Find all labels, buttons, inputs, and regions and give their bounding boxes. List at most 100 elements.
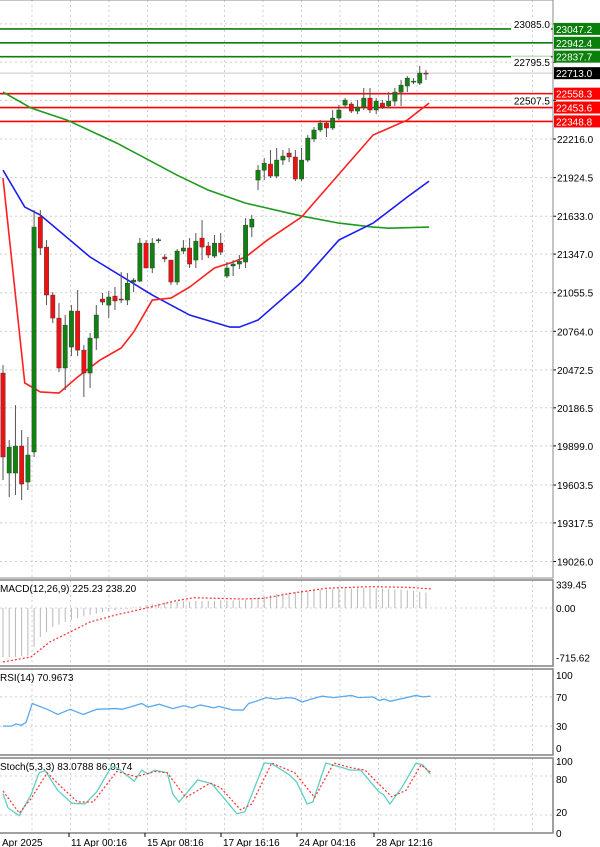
- candle[interactable]: [162, 254, 168, 263]
- candle[interactable]: [37, 209, 43, 256]
- candle[interactable]: [44, 240, 49, 306]
- candle[interactable]: [249, 215, 255, 238]
- candle[interactable]: [199, 220, 205, 261]
- candle[interactable]: [19, 429, 25, 501]
- candle[interactable]: [423, 70, 429, 81]
- inner-price-labels: 23085.0 22795.5 22507.5: [511, 17, 551, 107]
- candle[interactable]: [355, 100, 360, 115]
- candle[interactable]: [174, 249, 180, 286]
- candle-body-bear: [112, 295, 118, 302]
- stoch-k-line: [2, 762, 431, 817]
- candle[interactable]: [317, 120, 323, 133]
- candle[interactable]: [243, 218, 248, 269]
- candle[interactable]: [143, 240, 149, 269]
- candle[interactable]: [299, 148, 304, 182]
- candle[interactable]: [404, 76, 410, 93]
- candle-body-bull: [62, 324, 68, 369]
- candle[interactable]: [268, 149, 273, 179]
- stoch-tick-label: 20: [556, 808, 568, 819]
- candle[interactable]: [380, 100, 385, 110]
- candle[interactable]: [149, 238, 155, 274]
- candle[interactable]: [361, 88, 367, 110]
- candle[interactable]: [131, 278, 137, 293]
- candle[interactable]: [398, 80, 404, 107]
- candle-body-bull: [193, 240, 199, 261]
- price-tick-label: 20764.0: [557, 327, 594, 338]
- candle[interactable]: [386, 92, 392, 109]
- candle[interactable]: [274, 148, 280, 179]
- stoch-tick-label: 0: [556, 829, 562, 840]
- candle[interactable]: [305, 135, 311, 163]
- candle[interactable]: [137, 238, 143, 283]
- candle[interactable]: [286, 148, 292, 163]
- candle[interactable]: [255, 165, 261, 191]
- candle[interactable]: [93, 305, 99, 351]
- candle-body-bull: [180, 247, 186, 252]
- candle-body-bull: [417, 72, 423, 84]
- candle[interactable]: [31, 209, 37, 458]
- candle[interactable]: [205, 242, 211, 259]
- candle[interactable]: [6, 440, 12, 498]
- candle[interactable]: [224, 262, 230, 279]
- candle[interactable]: [367, 88, 373, 114]
- candle[interactable]: [236, 255, 242, 270]
- candle[interactable]: [75, 289, 81, 357]
- candle[interactable]: [212, 235, 217, 259]
- candle[interactable]: [193, 233, 199, 269]
- candle[interactable]: [81, 345, 87, 398]
- candle-body-bear: [100, 298, 105, 303]
- candle[interactable]: [218, 233, 224, 256]
- candle[interactable]: [187, 238, 192, 269]
- candle[interactable]: [0, 365, 6, 481]
- candle[interactable]: [25, 437, 31, 490]
- candle-body-bull: [249, 218, 255, 228]
- candle[interactable]: [417, 66, 423, 86]
- candle-body-bull: [386, 100, 392, 107]
- candle-body-bull: [392, 91, 398, 102]
- candle-body-bull: [124, 282, 130, 301]
- candle[interactable]: [392, 88, 398, 107]
- stoch-tick-label: 100: [556, 757, 573, 768]
- candle[interactable]: [156, 238, 161, 244]
- candle[interactable]: [342, 98, 348, 109]
- candle-body-bull: [274, 159, 280, 177]
- macd-panel[interactable]: MACD(12,26,9) 225.23 238.20: [0, 584, 433, 663]
- candle[interactable]: [112, 287, 118, 310]
- price-panel[interactable]: [0, 28, 553, 501]
- candle-body-bull: [243, 224, 248, 263]
- candle[interactable]: [180, 240, 186, 255]
- candle-body-bull: [69, 310, 74, 348]
- rsi-tick-label: 70: [556, 693, 568, 704]
- candle-body-bull: [336, 109, 342, 119]
- candle[interactable]: [348, 102, 354, 114]
- rsi-panel[interactable]: RSI(14) 70.9673: [0, 673, 431, 727]
- candle[interactable]: [62, 315, 68, 390]
- price-tick-label: 21924.5: [557, 174, 594, 185]
- candle[interactable]: [56, 303, 62, 373]
- candle[interactable]: [311, 127, 317, 143]
- candle[interactable]: [168, 259, 174, 286]
- candle[interactable]: [106, 291, 112, 319]
- candle-body-bull: [106, 296, 112, 306]
- stoch-panel[interactable]: Stoch(5,3,3) 83.0788 86.0174: [0, 762, 431, 817]
- candle[interactable]: [87, 333, 93, 389]
- candle[interactable]: [324, 121, 329, 138]
- candle[interactable]: [336, 105, 342, 121]
- candle[interactable]: [13, 405, 18, 496]
- candle[interactable]: [411, 78, 416, 85]
- candle-body-bull: [280, 155, 286, 161]
- candle[interactable]: [230, 260, 236, 277]
- candle-body-bull: [299, 159, 304, 180]
- candle[interactable]: [330, 109, 336, 130]
- candle[interactable]: [69, 305, 74, 357]
- candle[interactable]: [124, 273, 130, 306]
- candle[interactable]: [292, 149, 298, 182]
- candle[interactable]: [100, 293, 105, 306]
- candle[interactable]: [373, 98, 379, 115]
- candle[interactable]: [261, 158, 267, 181]
- candle[interactable]: [280, 149, 286, 166]
- stoch-label: Stoch(5,3,3) 83.0788 86.0174: [0, 762, 133, 773]
- candle[interactable]: [118, 272, 124, 304]
- candle[interactable]: [50, 292, 56, 324]
